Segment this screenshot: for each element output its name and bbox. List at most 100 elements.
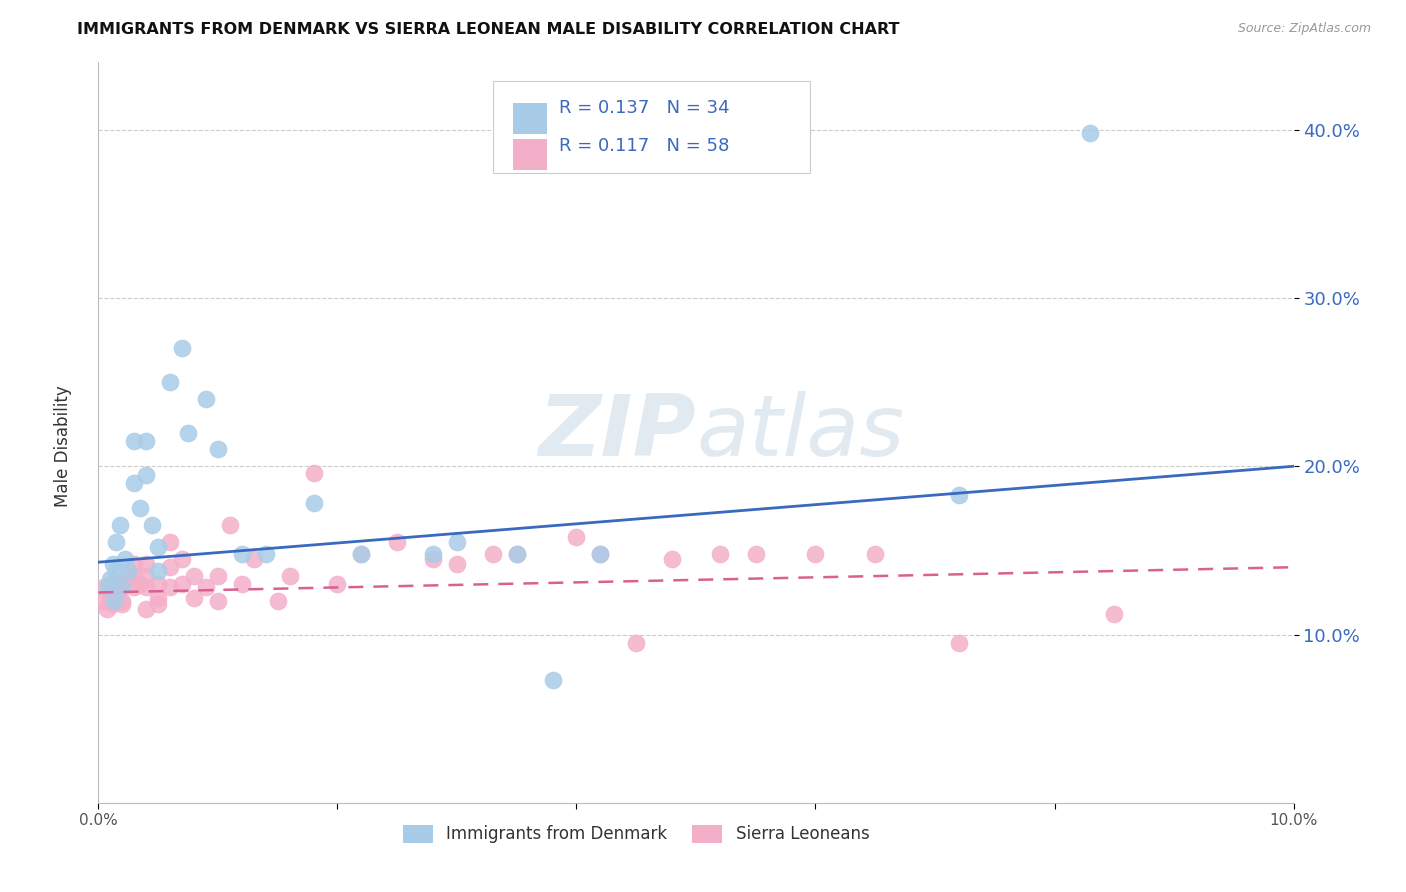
Point — [124, 581, 146, 595]
Text: R = 0.117   N = 58: R = 0.117 N = 58 — [558, 137, 728, 155]
Point — [159, 560, 181, 574]
Point — [177, 425, 200, 440]
Point — [207, 442, 229, 457]
Point — [506, 547, 529, 561]
Point — [267, 594, 290, 608]
Point — [117, 568, 139, 582]
Point — [183, 568, 205, 582]
Point — [97, 581, 120, 595]
Point — [302, 466, 325, 480]
Point — [661, 551, 683, 566]
Point — [101, 557, 124, 571]
Point — [231, 547, 253, 561]
Point — [98, 591, 122, 605]
Point — [135, 434, 157, 448]
Point — [385, 535, 409, 549]
Text: Male Disability: Male Disability — [55, 385, 72, 507]
Point — [114, 551, 136, 566]
Point — [124, 568, 146, 582]
FancyBboxPatch shape — [513, 139, 547, 170]
Point — [302, 496, 325, 510]
Point — [111, 597, 134, 611]
FancyBboxPatch shape — [513, 103, 547, 135]
Point — [207, 594, 229, 608]
Point — [135, 557, 157, 571]
Point — [243, 551, 266, 566]
Text: R = 0.137   N = 34: R = 0.137 N = 34 — [558, 100, 730, 118]
Point — [804, 547, 827, 561]
Point — [1104, 607, 1126, 622]
Point — [96, 602, 118, 616]
Point — [124, 476, 146, 491]
Point — [422, 547, 444, 561]
Point — [865, 547, 887, 561]
Point — [254, 547, 277, 561]
Point — [350, 547, 373, 561]
Point — [219, 518, 242, 533]
Point — [117, 564, 139, 578]
Point — [446, 535, 468, 549]
Point — [135, 467, 157, 482]
Point — [565, 530, 588, 544]
Point — [129, 577, 152, 591]
Point — [172, 551, 194, 566]
Point — [135, 568, 157, 582]
Point — [195, 581, 218, 595]
Point — [159, 375, 181, 389]
Point — [103, 585, 125, 599]
Point — [1080, 126, 1102, 140]
Text: atlas: atlas — [696, 391, 904, 475]
Text: ZIP: ZIP — [538, 391, 696, 475]
Point — [626, 636, 648, 650]
Point — [207, 568, 229, 582]
Point — [105, 535, 128, 549]
Point — [231, 577, 253, 591]
Point — [948, 636, 970, 650]
Point — [183, 591, 205, 605]
Point — [422, 551, 444, 566]
Point — [148, 577, 170, 591]
Point — [589, 547, 612, 561]
FancyBboxPatch shape — [494, 81, 810, 173]
Text: IMMIGRANTS FROM DENMARK VS SIERRA LEONEAN MALE DISABILITY CORRELATION CHART: IMMIGRANTS FROM DENMARK VS SIERRA LEONEA… — [77, 22, 900, 37]
Point — [111, 594, 134, 608]
Point — [506, 547, 529, 561]
Legend: Immigrants from Denmark, Sierra Leoneans: Immigrants from Denmark, Sierra Leoneans — [396, 818, 876, 850]
Point — [98, 572, 122, 586]
Point — [148, 597, 170, 611]
Point — [148, 591, 170, 605]
Point — [350, 547, 373, 561]
Point — [589, 547, 612, 561]
Point — [105, 574, 128, 588]
Point — [745, 547, 768, 561]
Point — [129, 501, 152, 516]
Point — [98, 577, 122, 591]
Point — [108, 581, 131, 595]
Point — [124, 557, 146, 571]
Point — [135, 581, 157, 595]
Point — [541, 673, 564, 687]
Point — [124, 434, 146, 448]
Point — [709, 547, 731, 561]
Point — [135, 602, 157, 616]
Point — [278, 568, 301, 582]
Text: Source: ZipAtlas.com: Source: ZipAtlas.com — [1237, 22, 1371, 36]
Point — [482, 547, 505, 561]
Point — [172, 342, 194, 356]
Point — [111, 581, 134, 595]
Point — [103, 594, 125, 608]
Point — [108, 518, 131, 533]
Point — [948, 488, 970, 502]
Point — [141, 518, 163, 533]
Point — [111, 581, 134, 595]
Point — [91, 594, 114, 608]
Point — [101, 597, 124, 611]
Point — [159, 581, 181, 595]
Point — [105, 591, 128, 605]
Point — [195, 392, 218, 406]
Point — [172, 577, 194, 591]
Point — [105, 564, 128, 578]
Point — [446, 557, 468, 571]
Point — [326, 577, 349, 591]
Point — [148, 564, 170, 578]
